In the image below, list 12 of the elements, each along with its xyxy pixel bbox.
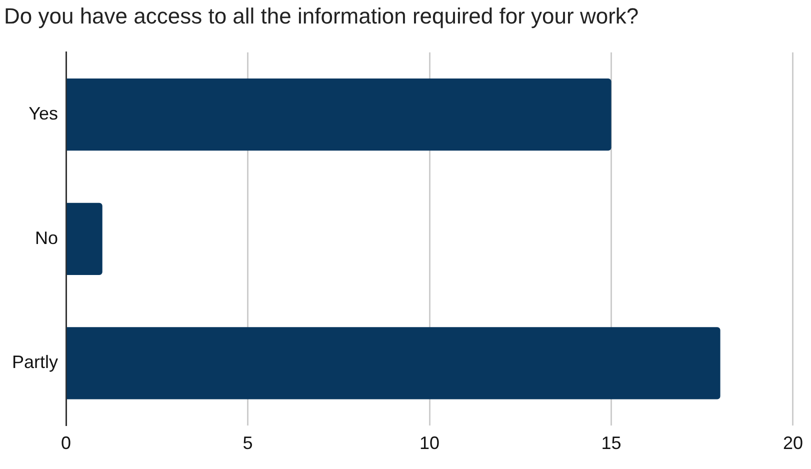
bar xyxy=(66,202,102,275)
bar xyxy=(66,327,720,400)
y-tick-label: Partly xyxy=(12,352,58,372)
x-tick-label: 10 xyxy=(419,433,440,454)
y-tick-label: Yes xyxy=(28,104,58,124)
x-tick-label: 0 xyxy=(61,433,72,454)
chart-title: Do you have access to all the information required for your work? xyxy=(4,3,639,28)
x-tick-label: 15 xyxy=(601,433,622,454)
x-tick-label: 20 xyxy=(782,433,804,454)
y-tick-label: No xyxy=(34,228,58,248)
bar xyxy=(66,78,612,151)
x-tick-label: 5 xyxy=(242,433,253,454)
